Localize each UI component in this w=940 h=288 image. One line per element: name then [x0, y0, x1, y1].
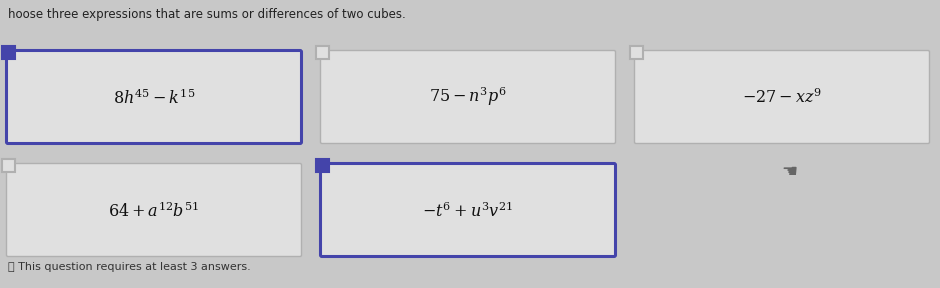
Text: ☚: ☚ — [782, 163, 798, 181]
FancyBboxPatch shape — [2, 46, 14, 58]
Text: $-27-xz^9$: $-27-xz^9$ — [742, 88, 822, 106]
FancyBboxPatch shape — [634, 50, 930, 143]
FancyBboxPatch shape — [7, 164, 302, 257]
FancyBboxPatch shape — [2, 158, 14, 171]
FancyBboxPatch shape — [321, 164, 616, 257]
Text: $75-n^3p^6$: $75-n^3p^6$ — [429, 86, 507, 108]
Text: $64+a^{12}b^{51}$: $64+a^{12}b^{51}$ — [108, 200, 199, 220]
FancyBboxPatch shape — [7, 50, 302, 143]
FancyBboxPatch shape — [316, 46, 328, 58]
Text: ⓘ This question requires at least 3 answers.: ⓘ This question requires at least 3 answ… — [8, 262, 251, 272]
Text: $8h^{45}-k^{15}$: $8h^{45}-k^{15}$ — [113, 87, 196, 107]
Text: $-t^6+u^3v^{21}$: $-t^6+u^3v^{21}$ — [422, 200, 513, 220]
FancyBboxPatch shape — [321, 50, 616, 143]
FancyBboxPatch shape — [630, 46, 643, 58]
Text: hoose three expressions that are sums or differences of two cubes.: hoose three expressions that are sums or… — [8, 8, 406, 21]
FancyBboxPatch shape — [316, 158, 328, 171]
